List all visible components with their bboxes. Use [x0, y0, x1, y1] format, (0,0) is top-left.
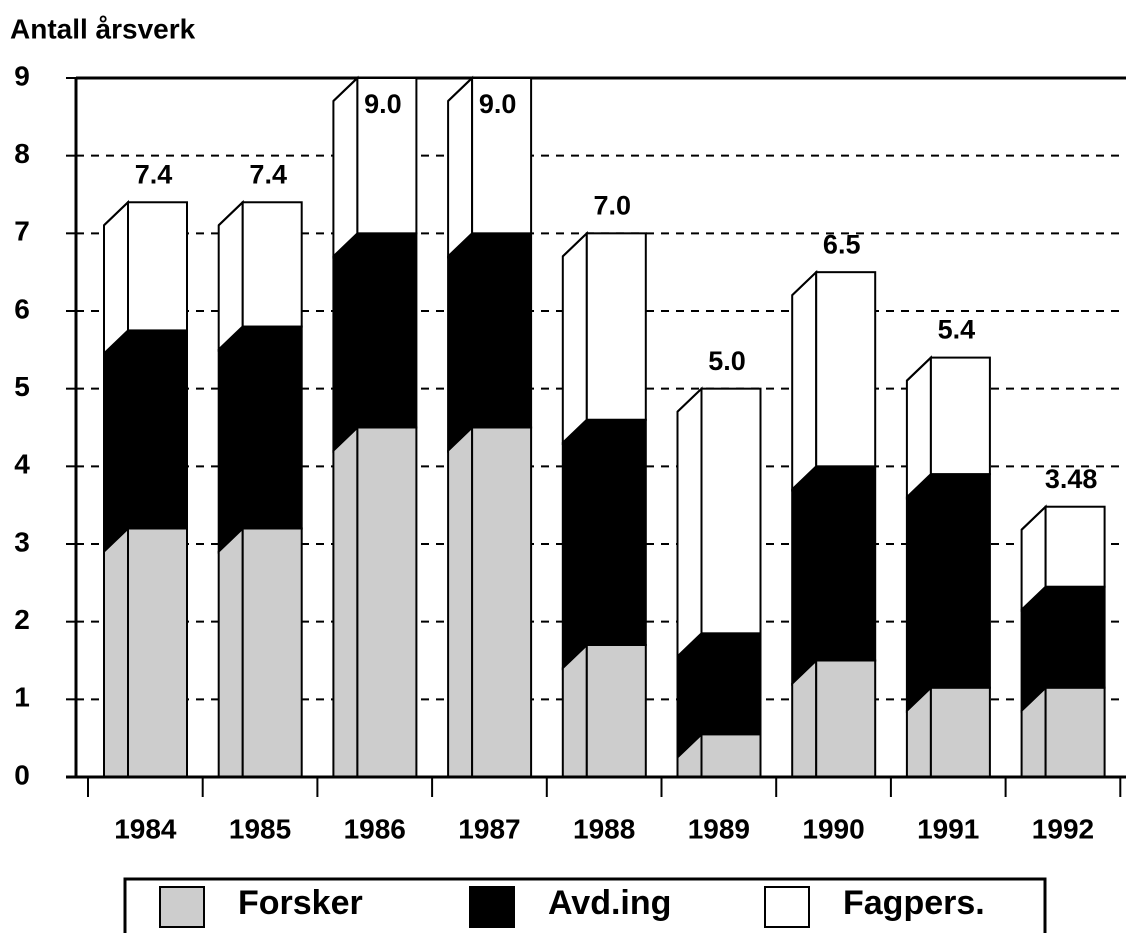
bar-top-edge [562, 232, 588, 258]
bar [585, 418, 647, 646]
bar-top-edge [906, 356, 932, 382]
y-tick-label: 7 [14, 216, 30, 247]
bar-side [217, 199, 244, 352]
bar-side [447, 230, 474, 453]
y-tick-label: 9 [14, 60, 30, 91]
legend-swatch [159, 886, 205, 928]
bar [241, 201, 303, 328]
x-tick-label: 1988 [573, 813, 635, 844]
bar-side [332, 230, 359, 453]
bar [1044, 585, 1106, 689]
bar [929, 686, 991, 779]
bar [929, 356, 991, 476]
y-tick-label: 2 [14, 604, 30, 635]
x-tick-label: 1987 [458, 813, 520, 844]
legend-swatch [764, 886, 810, 928]
bar-side [103, 328, 129, 554]
bar [700, 387, 762, 635]
x-tick-label: 1989 [688, 813, 750, 844]
bar-side [676, 386, 703, 659]
bar [929, 473, 991, 689]
bar-side [791, 269, 818, 492]
total-label: 9.0 [364, 89, 402, 119]
total-label: 7.0 [594, 190, 632, 220]
bar-side [447, 425, 474, 778]
bar-side [791, 463, 818, 686]
x-tick-label: 1984 [114, 813, 177, 844]
bar [241, 527, 303, 779]
bar [585, 643, 647, 779]
total-label: 9.0 [479, 89, 517, 119]
x-tick-label: 1991 [917, 813, 979, 844]
total-label: 6.5 [823, 229, 861, 259]
legend-swatch [469, 886, 515, 928]
bar [356, 77, 418, 235]
x-tick-label: 1990 [802, 813, 864, 844]
y-tick-label: 5 [14, 371, 30, 402]
bar [585, 232, 647, 421]
y-tick-label: 0 [14, 759, 30, 790]
y-tick-label: 4 [14, 449, 30, 480]
bar [241, 325, 303, 530]
bar [700, 733, 762, 778]
bar [815, 271, 877, 468]
bar [815, 465, 877, 662]
y-tick-label: 3 [14, 526, 30, 557]
legend-label: Fagpers. [843, 884, 985, 922]
legend-label: Forsker [238, 884, 363, 922]
x-tick-label: 1992 [1032, 813, 1094, 844]
chart-title: Antall årsverk [10, 13, 196, 44]
bar-side [103, 526, 129, 778]
total-label: 5.4 [938, 315, 976, 345]
bar [1044, 686, 1106, 779]
bar-top-edge [332, 77, 359, 102]
bar-top-edge [791, 271, 817, 296]
bar [471, 232, 533, 429]
bar [356, 426, 418, 778]
bar-top-edge [1020, 505, 1047, 531]
bar-side [447, 75, 474, 259]
bar-side [217, 526, 244, 778]
bar [471, 77, 533, 235]
bar-side [561, 230, 588, 446]
bar [127, 527, 188, 779]
bar-top-edge [218, 201, 244, 226]
bar [356, 232, 418, 429]
bar-side [905, 471, 932, 714]
total-label: 7.4 [249, 159, 287, 189]
bar [815, 659, 877, 778]
bar [1044, 505, 1106, 588]
legend-label: Avd.ing [548, 884, 671, 922]
y-tick-label: 6 [14, 293, 30, 324]
bar-side [561, 417, 588, 671]
bar [127, 201, 188, 332]
bar-top-edge [103, 201, 129, 226]
x-tick-label: 1986 [344, 813, 406, 844]
y-tick-label: 8 [14, 138, 30, 169]
total-label: 5.0 [708, 346, 746, 376]
bar-top-edge [676, 387, 703, 413]
bar-side [217, 324, 244, 554]
bar-side [103, 199, 129, 356]
bar [700, 632, 762, 736]
y-tick-label: 1 [14, 682, 30, 713]
total-label: 3.48 [1045, 464, 1098, 494]
bar [471, 426, 533, 778]
legend-box [123, 877, 1047, 933]
total-label: 7.4 [135, 159, 173, 189]
bar-side [332, 75, 359, 259]
bar-top-edge [447, 77, 473, 102]
bar [127, 329, 188, 530]
x-tick-label: 1985 [229, 813, 291, 844]
bar-side [332, 425, 359, 778]
